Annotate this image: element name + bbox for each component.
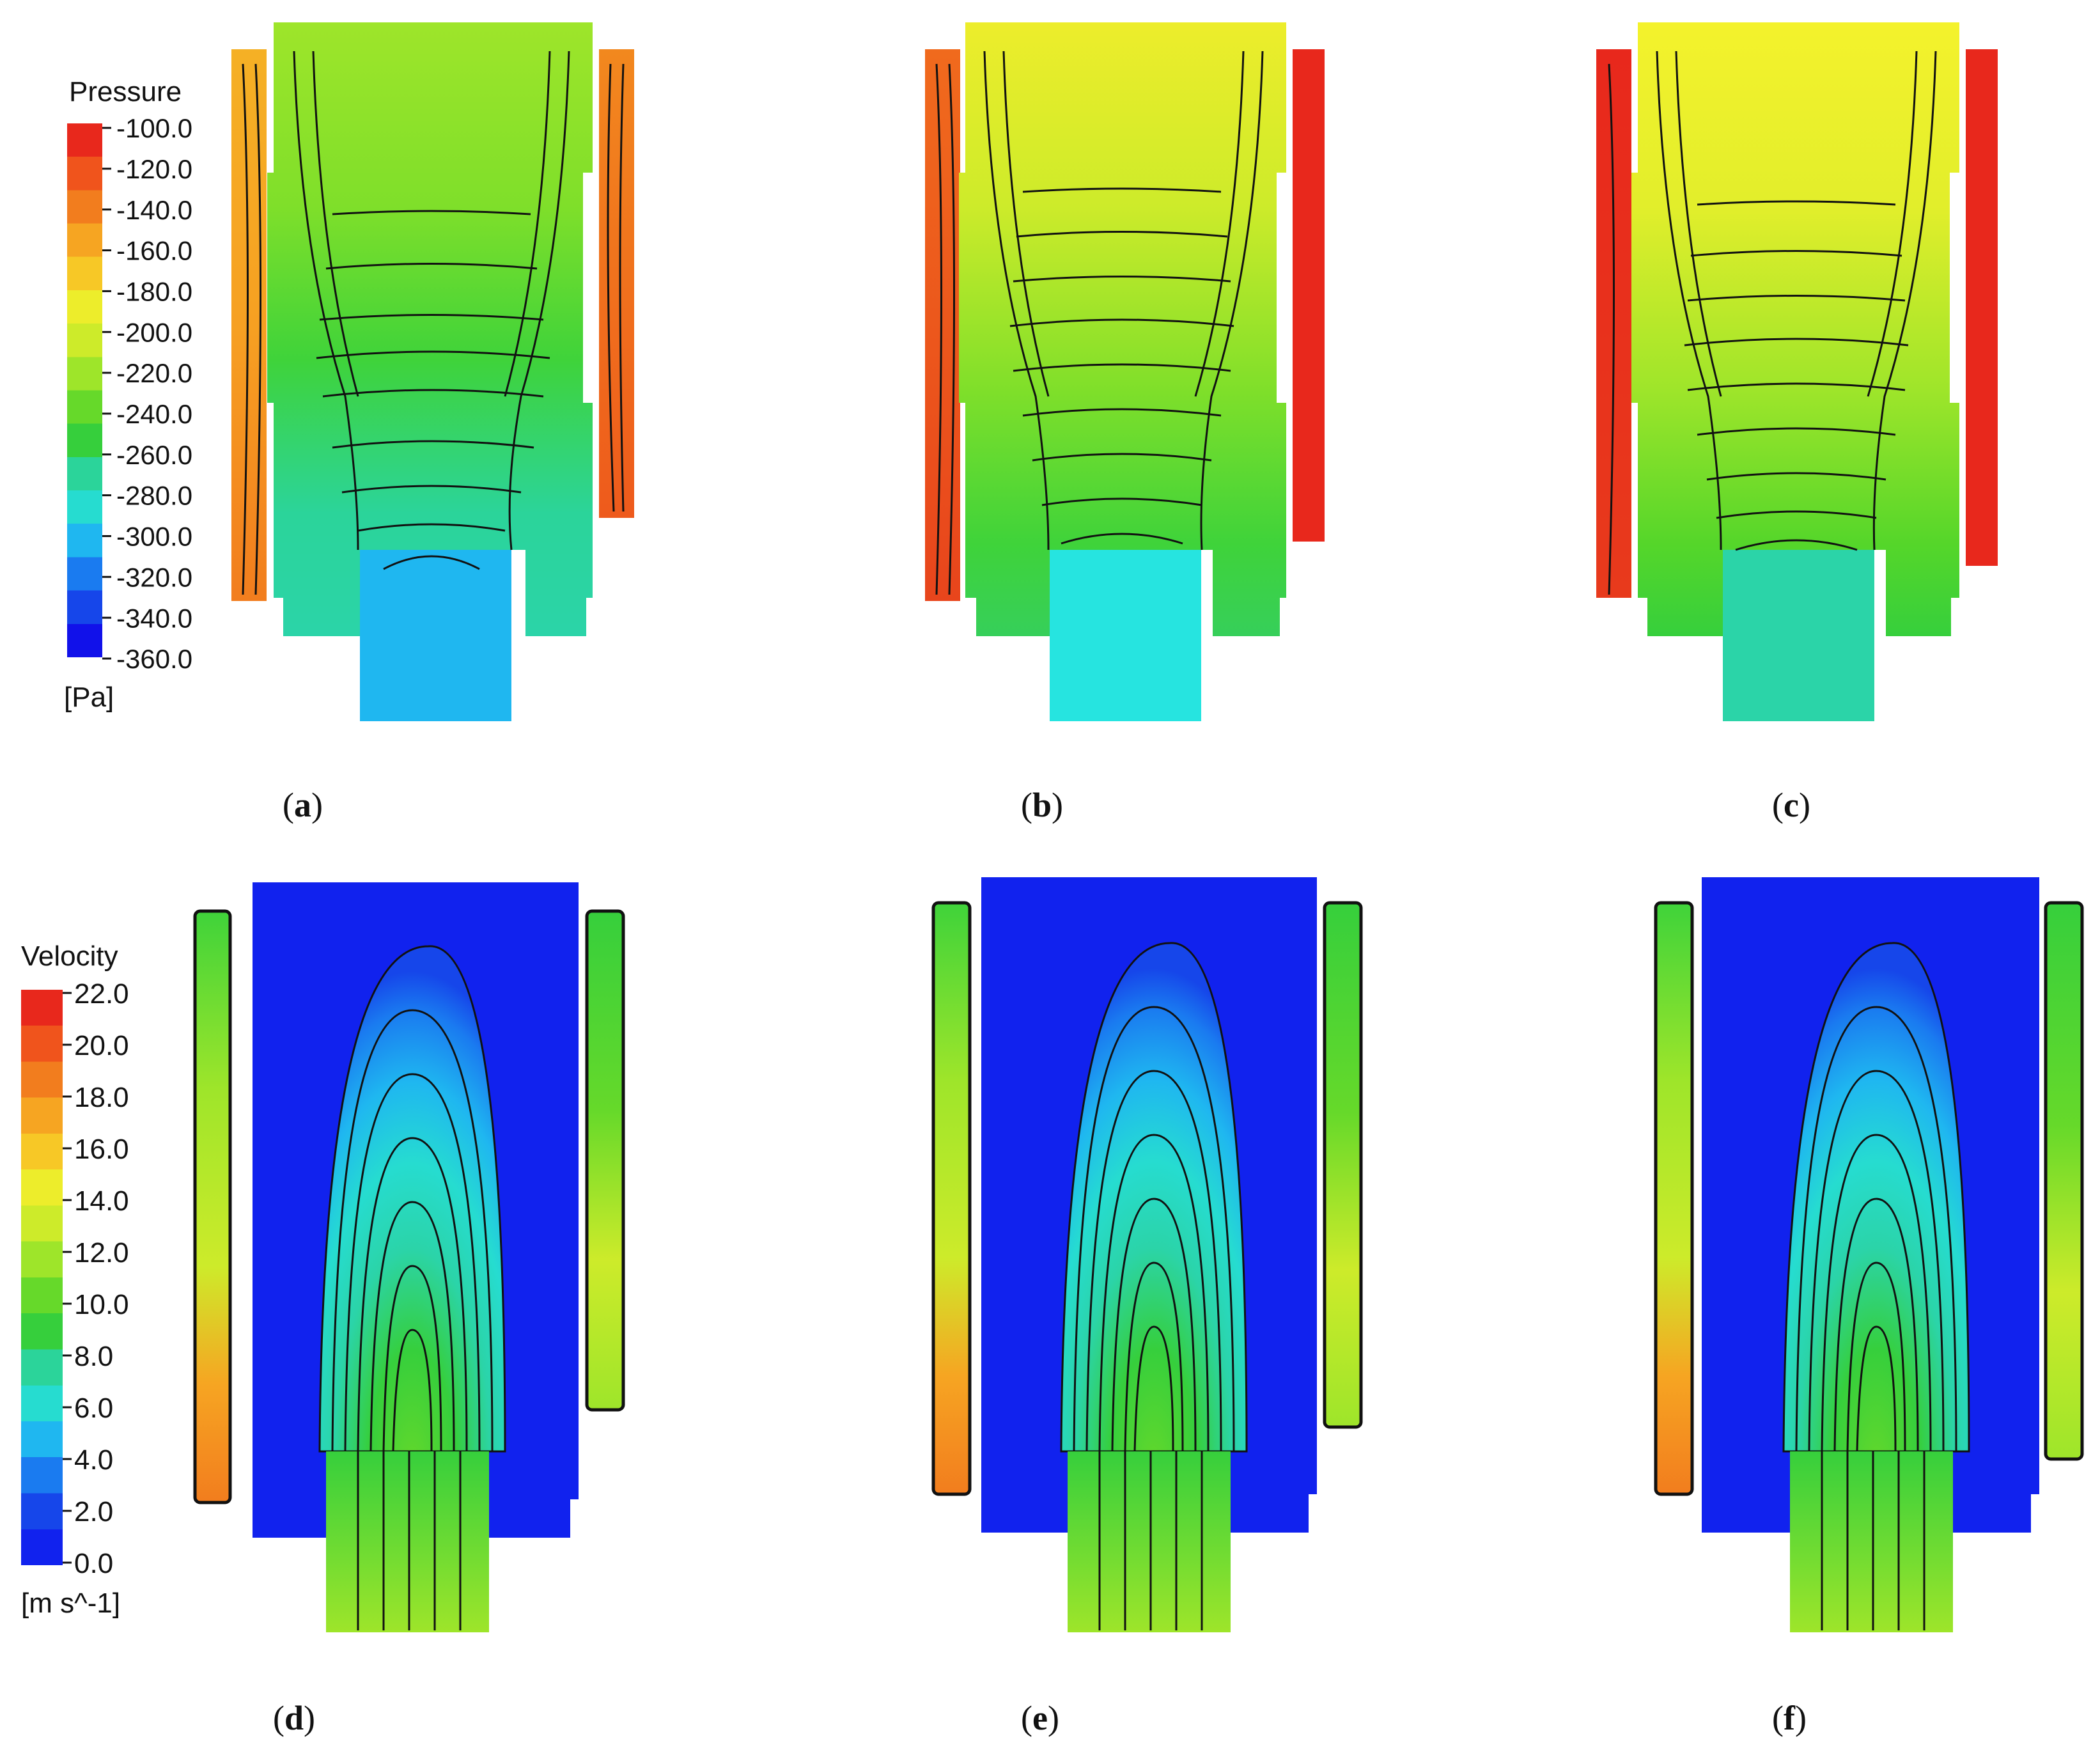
velocity-tick-label: 2.0: [74, 1496, 113, 1527]
panel-caption-c: (c): [1772, 786, 1810, 824]
pressure-tick-label: -160.0: [116, 236, 192, 266]
velocity-legend-unit: [m s^-1]: [21, 1588, 120, 1619]
velocity-legend-title: Velocity: [21, 941, 118, 972]
pressure-tick-label: -200.0: [116, 317, 192, 347]
pressure-legend-title: Pressure: [69, 76, 182, 107]
inner-chamber: [1631, 22, 1959, 636]
velocity-tick-label: 14.0: [74, 1185, 129, 1217]
panel-caption-a: (a): [283, 786, 323, 824]
velocity-tick-label: 10.0: [74, 1289, 129, 1320]
pressure-tick-label: -220.0: [116, 358, 192, 388]
core-jet: [1782, 942, 1970, 1453]
outer-annulus-left: [1654, 901, 1694, 1496]
velocity-contour-lines: [1073, 1006, 1235, 1630]
pressure-tick-label: -360.0: [116, 644, 192, 674]
pressure-legend: Pressure -100.0-120.0-140.0-160.0-180.0-…: [64, 76, 192, 713]
pressure-tick-label: -340.0: [116, 603, 192, 633]
inlet-pipe: [1723, 550, 1874, 721]
pressure-tick-label: -320.0: [116, 562, 192, 592]
pressure-tick-label: -140.0: [116, 195, 192, 225]
isobar-lines: [1608, 51, 1937, 595]
outer-annulus-right: [599, 49, 634, 518]
inlet-pipe: [1050, 550, 1201, 721]
velocity-panel-e: (e): [931, 877, 1363, 1737]
pressure-legend-unit: [Pa]: [64, 682, 114, 713]
pressure-tick-label: -280.0: [116, 481, 192, 511]
inlet-pipe: [1790, 1451, 1953, 1632]
pressure-tick-label: -100.0: [116, 113, 192, 143]
velocity-panel-f: (f): [1654, 877, 2084, 1737]
velocity-tick-label: 18.0: [74, 1082, 129, 1113]
panel-caption-f: (f): [1772, 1699, 1807, 1737]
inlet-pipe: [326, 1451, 489, 1632]
velocity-panel-d: (d): [193, 882, 625, 1737]
isobar-lines: [242, 51, 625, 595]
velocity-contour-lines: [1795, 1006, 1957, 1630]
velocity-legend: Velocity 22.0 20.0 18.0 16.0 14.0 12.0 10.0 8.0…: [21, 941, 129, 1619]
outer-annulus-right: [2044, 901, 2084, 1461]
core-jet: [1060, 942, 1248, 1453]
inner-chamber: [959, 22, 1286, 636]
core-jet: [318, 945, 506, 1453]
outer-annulus-right: [1966, 49, 1998, 566]
velocity-tick-label: 0.0: [74, 1548, 113, 1579]
isobar-lines: [935, 51, 1264, 595]
inlet-pipe: [360, 550, 511, 721]
pressure-tick-label: -240.0: [116, 399, 192, 429]
pressure-tick-labels: -100.0 -120.0 -140.0 -160.0 -180.0 -200.0 -220…: [102, 113, 192, 674]
velocity-tick-label: 4.0: [74, 1444, 113, 1476]
outer-annulus-right: [585, 909, 625, 1412]
panel-caption-d: (d): [273, 1699, 315, 1737]
panel-caption-e: (e): [1021, 1699, 1059, 1737]
pressure-tick-label: -260.0: [116, 440, 192, 470]
pressure-colorbar: [67, 123, 102, 657]
outer-annulus-right: [1293, 49, 1325, 542]
velocity-tick-label: 20.0: [74, 1030, 129, 1061]
pressure-panel-b: (b): [925, 22, 1325, 824]
velocity-tick-label: 8.0: [74, 1341, 113, 1372]
velocity-tick-label: 22.0: [74, 978, 129, 1010]
panel-caption-b: (b): [1021, 786, 1063, 824]
outer-annulus-right: [1323, 901, 1363, 1429]
pressure-tick-label: -300.0: [116, 522, 192, 552]
outer-annulus-left: [931, 901, 972, 1496]
velocity-tick-labels: 22.0 20.0 18.0 16.0 14.0 12.0 10.0 8.0 6.0 4.0 2.0…: [63, 978, 129, 1579]
velocity-tick-label: 6.0: [74, 1393, 113, 1424]
velocity-tick-label: 12.0: [74, 1237, 129, 1269]
velocity-contour-lines: [331, 1009, 494, 1630]
outer-annulus-left: [193, 909, 232, 1504]
pressure-tick-label: -120.0: [116, 154, 192, 184]
velocity-tick-label: 16.0: [74, 1134, 129, 1165]
pressure-panel-c: (c): [1596, 22, 1998, 824]
inlet-pipe: [1068, 1451, 1231, 1632]
pressure-panel-a: (a): [231, 22, 634, 824]
pressure-tick-label: -180.0: [116, 277, 192, 307]
velocity-colorbar: [21, 990, 63, 1565]
